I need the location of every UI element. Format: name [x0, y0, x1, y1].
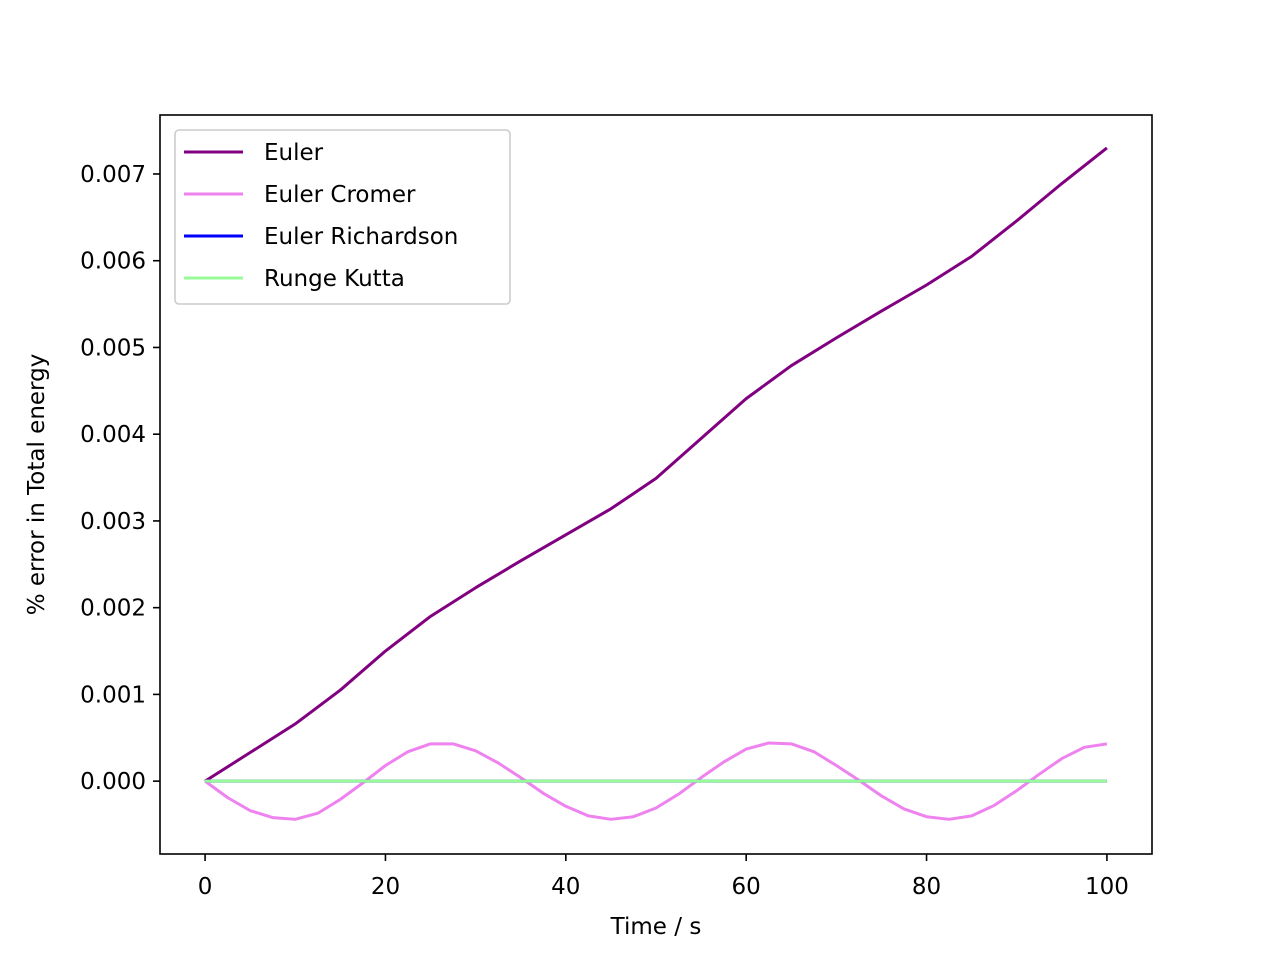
- series-line-euler: [204, 146, 1108, 783]
- legend-entry: Euler Richardson: [264, 224, 458, 250]
- series-line-euler-cromer: [204, 741, 1108, 821]
- legend-entry: Euler Cromer: [264, 182, 416, 208]
- x-tick-label: 40: [551, 874, 580, 900]
- x-tick-label: 80: [912, 874, 941, 900]
- legend: Euler Euler Cromer Euler Richardson Runge K…: [174, 129, 511, 305]
- y-axis-label: % error in Total energy: [24, 354, 50, 616]
- x-tick-label: 60: [732, 874, 761, 900]
- x-tick-label: 0: [198, 874, 213, 900]
- axes-frame: [159, 114, 1153, 855]
- x-axis-label: Time / s: [610, 914, 702, 940]
- legend-entry: Euler: [264, 140, 324, 166]
- y-tick-label: 0.005: [80, 335, 146, 361]
- y-tick-label: 0.000: [80, 769, 146, 795]
- legend-entry: Runge Kutta: [264, 266, 405, 292]
- plot-area: [204, 146, 1108, 821]
- x-tick-label: 100: [1085, 874, 1129, 900]
- y-tick-label: 0.004: [80, 422, 146, 448]
- y-tick-label: 0.002: [80, 596, 146, 622]
- legend-box: [174, 129, 511, 305]
- y-tick-label: 0.006: [80, 249, 146, 275]
- x-tick-label: 20: [371, 874, 400, 900]
- y-tick-label: 0.001: [80, 682, 146, 708]
- axes: 0 20 40 60 80 100 0.000 0.001 0.002 0.003 0.004 0.0…: [80, 114, 1153, 900]
- y-tick-label: 0.007: [80, 162, 146, 188]
- series-lines: [204, 146, 1108, 821]
- y-tick-label: 0.003: [80, 509, 146, 535]
